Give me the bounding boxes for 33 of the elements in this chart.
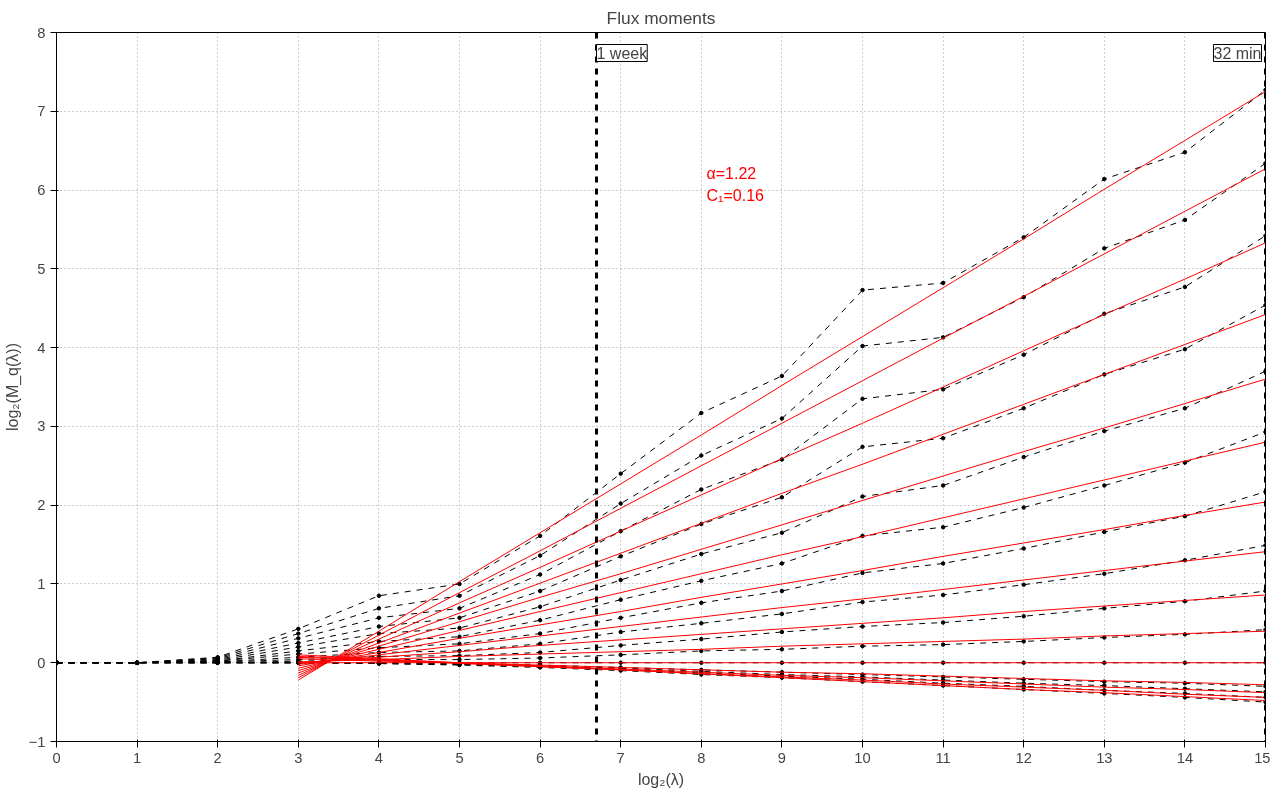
- x-tick-label: 0: [52, 749, 61, 766]
- y-tick-label: 7: [37, 103, 46, 120]
- x-tick-label: 5: [455, 749, 464, 766]
- y-tick-label: 5: [37, 260, 46, 277]
- x-tick-label: 12: [1015, 749, 1032, 766]
- ref-line-label: 32 min: [1213, 44, 1262, 62]
- x-axis-title: log₂(λ): [637, 770, 685, 788]
- x-tick-label: 3: [294, 749, 303, 766]
- x-tick-label: 8: [697, 749, 706, 766]
- x-tick-label: 11: [935, 749, 951, 766]
- annotation: C₁=0.16: [706, 186, 765, 204]
- y-tick-label: 4: [37, 339, 46, 356]
- x-tick-label: 15: [1254, 749, 1271, 766]
- x-tick-label: 4: [374, 749, 383, 766]
- y-tick-label: 2: [37, 497, 46, 514]
- x-tick-label: 7: [616, 749, 625, 766]
- y-tick-label: 3: [37, 418, 46, 435]
- chart-title: Flux moments: [606, 7, 716, 28]
- y-tick-label: −1: [28, 733, 46, 750]
- x-tick-label: 2: [213, 749, 222, 766]
- x-tick-label: 9: [777, 749, 786, 766]
- x-tick-label: 13: [1096, 749, 1113, 766]
- x-tick-label: 1: [133, 749, 142, 766]
- x-tick-label: 14: [1176, 749, 1194, 766]
- annotation: α=1.22: [706, 164, 757, 182]
- y-tick-label: 8: [37, 24, 46, 41]
- y-tick-label: 6: [37, 182, 46, 199]
- ref-line-label: 1 week: [596, 44, 649, 62]
- y-tick-label: 0: [37, 654, 46, 671]
- y-tick-label: 1: [37, 575, 46, 592]
- x-tick-label: 10: [854, 749, 871, 766]
- x-tick-label: 6: [536, 749, 545, 766]
- y-axis-title: log₂(M_q(λ)): [3, 343, 22, 431]
